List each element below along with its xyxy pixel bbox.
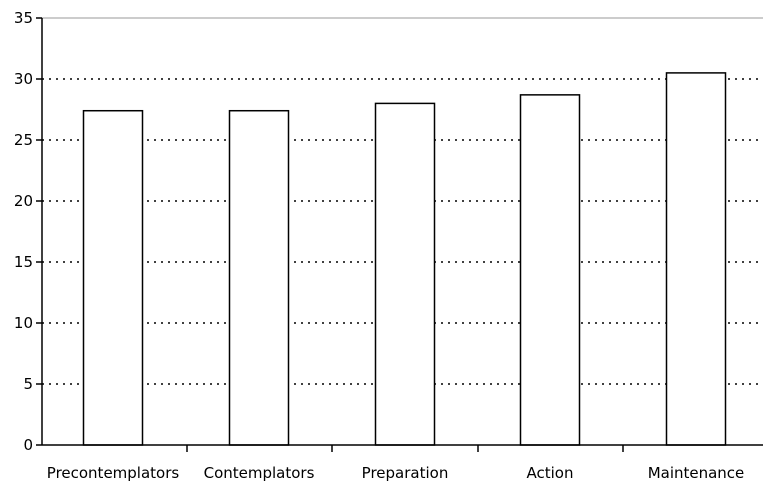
x-category-label-preparation: Preparation bbox=[362, 464, 449, 482]
bar-action bbox=[519, 94, 581, 446]
x-category-label-action: Action bbox=[527, 464, 574, 482]
y-tick-labels: 0 5 10 15 20 25 30 35 bbox=[14, 9, 42, 454]
gridlines bbox=[42, 17, 763, 385]
x-category-labels: Precontemplators Contemplators Preparation… bbox=[47, 464, 745, 482]
y-tick-label-25: 25 bbox=[14, 131, 33, 149]
y-tick-label-0: 0 bbox=[23, 436, 33, 454]
y-tick-label-35: 35 bbox=[14, 9, 33, 27]
bar-contemplators bbox=[228, 109, 290, 446]
x-category-label-precontemplators: Precontemplators bbox=[47, 464, 180, 482]
bars bbox=[82, 72, 727, 446]
y-tick-label-10: 10 bbox=[14, 314, 33, 332]
bar-maintenance bbox=[665, 72, 727, 446]
y-tick-label-30: 30 bbox=[14, 70, 33, 88]
y-tick-label-20: 20 bbox=[14, 192, 33, 210]
x-category-label-maintenance: Maintenance bbox=[648, 464, 745, 482]
bar-preparation bbox=[374, 102, 436, 446]
bar-precontemplators bbox=[82, 109, 144, 446]
x-category-label-contemplators: Contemplators bbox=[204, 464, 315, 482]
y-tick-label-15: 15 bbox=[14, 253, 33, 271]
axes bbox=[41, 18, 763, 452]
y-tick-label-5: 5 bbox=[23, 375, 33, 393]
